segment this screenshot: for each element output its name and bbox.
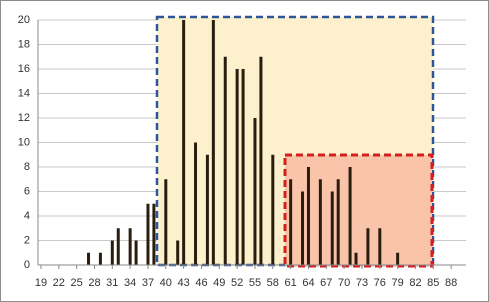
x-tick-label: 40 bbox=[160, 277, 172, 289]
y-tick-label: 20 bbox=[18, 14, 30, 26]
bar bbox=[164, 179, 168, 265]
x-tick-label: 43 bbox=[178, 277, 190, 289]
x-tick-label: 37 bbox=[142, 277, 154, 289]
bar bbox=[211, 20, 215, 265]
y-tick-label: 12 bbox=[18, 112, 30, 124]
x-tick-label: 28 bbox=[88, 277, 100, 289]
x-tick-label: 82 bbox=[409, 277, 421, 289]
x-tick-label: 61 bbox=[285, 277, 297, 289]
x-tick-label: 49 bbox=[213, 277, 225, 289]
bar bbox=[330, 191, 334, 265]
bar bbox=[289, 179, 293, 265]
x-tick-label: 19 bbox=[35, 277, 47, 289]
bar bbox=[176, 240, 180, 265]
x-tick-label: 52 bbox=[231, 277, 243, 289]
bar bbox=[152, 203, 156, 265]
bar bbox=[110, 240, 114, 265]
bar bbox=[205, 154, 209, 265]
bar bbox=[98, 252, 102, 265]
x-tick-label: 64 bbox=[302, 277, 314, 289]
bar bbox=[271, 154, 275, 265]
x-tick-label: 46 bbox=[195, 277, 207, 289]
bars bbox=[87, 20, 400, 265]
x-tick-label: 31 bbox=[106, 277, 118, 289]
bar bbox=[318, 179, 322, 265]
y-tick-label: 2 bbox=[24, 234, 30, 246]
x-tick-label: 55 bbox=[249, 277, 261, 289]
x-tick-label: 85 bbox=[427, 277, 439, 289]
bar bbox=[354, 252, 358, 265]
x-tick-label: 67 bbox=[320, 277, 332, 289]
bar bbox=[396, 252, 400, 265]
y-tick-label: 0 bbox=[24, 259, 30, 271]
bar bbox=[146, 203, 150, 265]
y-tick-label: 6 bbox=[24, 185, 30, 197]
bar bbox=[348, 167, 352, 265]
bar bbox=[182, 20, 186, 265]
bar bbox=[253, 118, 257, 265]
y-tick-label: 4 bbox=[24, 210, 30, 222]
bar bbox=[223, 56, 227, 265]
y-tick-label: 10 bbox=[18, 136, 30, 148]
y-tick-label: 14 bbox=[18, 87, 30, 99]
y-tick-label: 16 bbox=[18, 63, 30, 75]
bar bbox=[306, 167, 310, 265]
bar bbox=[116, 228, 120, 265]
x-tick-label: 88 bbox=[445, 277, 457, 289]
x-tick-label: 34 bbox=[124, 277, 136, 289]
bar bbox=[366, 228, 370, 265]
bar bbox=[235, 69, 239, 265]
bar bbox=[336, 179, 340, 265]
x-tick-label: 70 bbox=[338, 277, 350, 289]
bar bbox=[378, 228, 382, 265]
x-tick-label: 76 bbox=[374, 277, 386, 289]
x-tick-label: 73 bbox=[356, 277, 368, 289]
y-tick-label: 8 bbox=[24, 161, 30, 173]
bar bbox=[87, 252, 91, 265]
bar bbox=[301, 191, 305, 265]
x-tick-label: 22 bbox=[53, 277, 65, 289]
y-tick-label: 18 bbox=[18, 38, 30, 50]
bar bbox=[259, 56, 263, 265]
bar bbox=[241, 69, 245, 265]
bar bbox=[128, 228, 132, 265]
x-tick-label: 79 bbox=[392, 277, 404, 289]
x-tick-label: 25 bbox=[71, 277, 83, 289]
x-tick-label: 58 bbox=[267, 277, 279, 289]
bar bbox=[134, 240, 138, 265]
bar bbox=[194, 142, 198, 265]
